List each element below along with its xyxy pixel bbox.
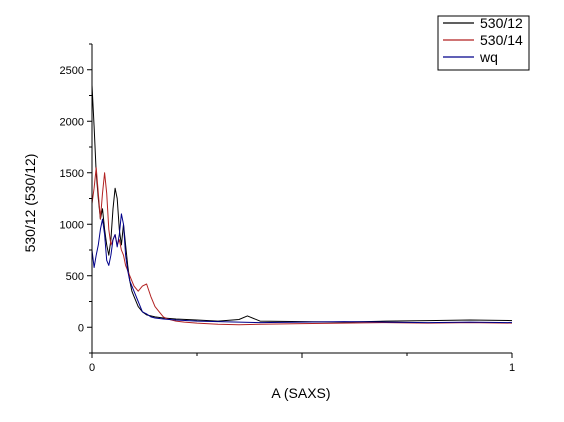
series-layer [91,85,513,326]
y-tick-label: 1500 [60,168,84,180]
x-tick-label: 1 [509,362,515,374]
legend-label-1: 530/12 [480,15,523,31]
y-tick-label: 0 [78,322,84,334]
y-axis-title: 530/12 (530/12) [22,154,38,253]
y-tick-label: 2500 [60,65,84,77]
y-tick-label: 500 [66,271,84,283]
axes-layer: 0 500 1000 1500 2000 2500 0 1 [60,43,515,374]
x-axis-title: A (SAXS) [271,385,330,401]
y-tick-label: 2000 [60,116,84,128]
x-tick-label: 0 [89,362,95,374]
y-tick-label: 1000 [60,219,84,231]
series-line-1 [91,85,513,323]
series-line-3 [91,213,513,324]
legend-label-2: 530/14 [480,32,523,48]
legend-box [437,15,530,71]
series-line-2 [91,167,513,326]
legend-label-3: wq [479,49,498,65]
